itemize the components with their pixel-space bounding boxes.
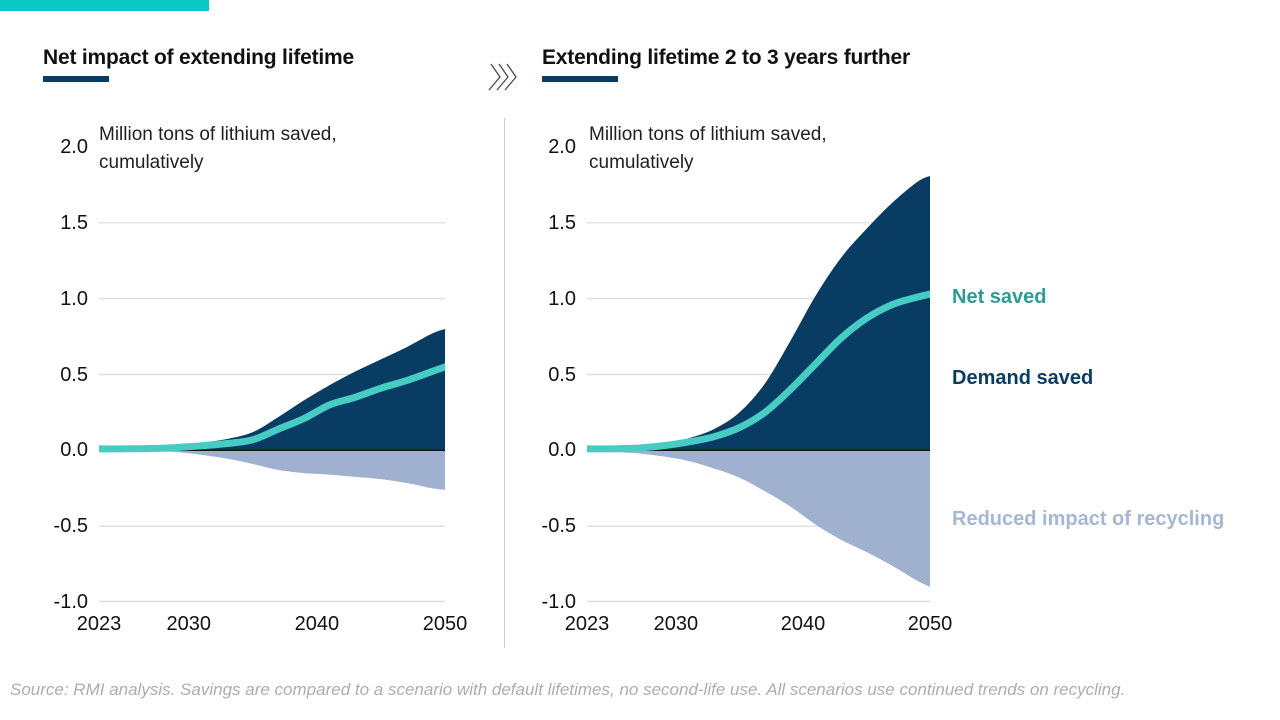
triple-chevron-icon (488, 63, 517, 91)
left-title-underline (43, 76, 109, 82)
y-axis-tick-label: 0.0 (548, 439, 576, 462)
y-axis-tick-label: -1.0 (53, 591, 88, 613)
y-axis-tick-label: 2.0 (60, 136, 88, 158)
right-title-underline (542, 76, 618, 82)
y-axis-tick-label: -1.0 (541, 591, 576, 613)
x-axis-tick-label: 2030 (653, 613, 699, 635)
y-axis-tick-label: 1.5 (548, 211, 576, 234)
y-axis-tick-label: 1.0 (60, 287, 88, 310)
reduced-impact-of-recycling-area (99, 450, 445, 490)
y-axis-tick-label: -0.5 (541, 515, 576, 538)
x-axis-tick-label: 2023 (76, 613, 122, 635)
panel-divider (504, 118, 505, 648)
left-chart-title: Net impact of extending lifetime (43, 46, 354, 69)
legend-net-saved: Net saved (952, 286, 1047, 308)
y-axis-tick-label: 0.5 (548, 363, 576, 386)
extending-lifetime-2-to-3-years-further-svg (587, 175, 930, 602)
y-axis-tick-label: 1.5 (60, 211, 88, 234)
right-chart-axis-title: Million tons of lithium saved, cumulativ… (589, 124, 827, 173)
x-axis-tick-label: 2030 (166, 613, 211, 635)
net-saved-line (587, 290, 930, 453)
demand-saved-area (99, 329, 445, 451)
legend-reduced-impact-of-recycling: Reduced impact of recycling (952, 508, 1225, 530)
left-chart-plot (99, 147, 445, 602)
x-axis-tick-label: 2023 (564, 613, 610, 635)
y-axis-tick-label: 0.0 (60, 439, 88, 462)
net-impact-of-extending-lifetime-svg (99, 222, 445, 602)
demand-saved-area (587, 175, 930, 451)
y-axis-tick-label: 1.0 (548, 287, 576, 310)
net-saved-line (99, 363, 445, 453)
source-note: Source: RMI analysis. Savings are compar… (10, 680, 1126, 699)
x-axis-tick-label: 2040 (294, 613, 340, 635)
y-axis-tick-label: 0.5 (60, 363, 88, 386)
left-chart-axis-title: Million tons of lithium saved, cumulativ… (99, 124, 337, 173)
right-chart-plot (587, 147, 930, 602)
x-axis-tick-label: 2040 (780, 613, 826, 635)
x-axis-tick-label: 2050 (907, 613, 953, 635)
reduced-impact-of-recycling-area (587, 450, 930, 587)
x-axis-tick-label: 2050 (422, 613, 468, 635)
legend-demand-saved: Demand saved (952, 367, 1094, 389)
y-axis-tick-label: 2.0 (548, 136, 576, 158)
y-axis-tick-label: -0.5 (53, 515, 88, 538)
right-chart-title: Extending lifetime 2 to 3 years further (542, 46, 910, 69)
brand-accent-bar (0, 0, 209, 11)
